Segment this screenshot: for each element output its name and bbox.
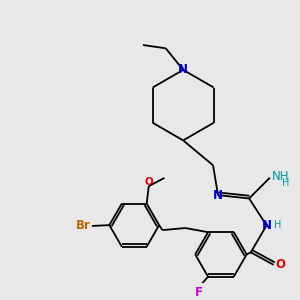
Text: O: O <box>144 177 153 187</box>
Text: Br: Br <box>75 220 90 232</box>
Text: NH: NH <box>272 169 289 183</box>
Text: F: F <box>195 286 203 298</box>
Text: H: H <box>282 178 290 188</box>
Text: N: N <box>213 189 223 202</box>
Text: N: N <box>178 63 188 76</box>
Text: O: O <box>275 258 285 271</box>
Text: H: H <box>274 220 281 230</box>
Text: N: N <box>262 219 272 232</box>
